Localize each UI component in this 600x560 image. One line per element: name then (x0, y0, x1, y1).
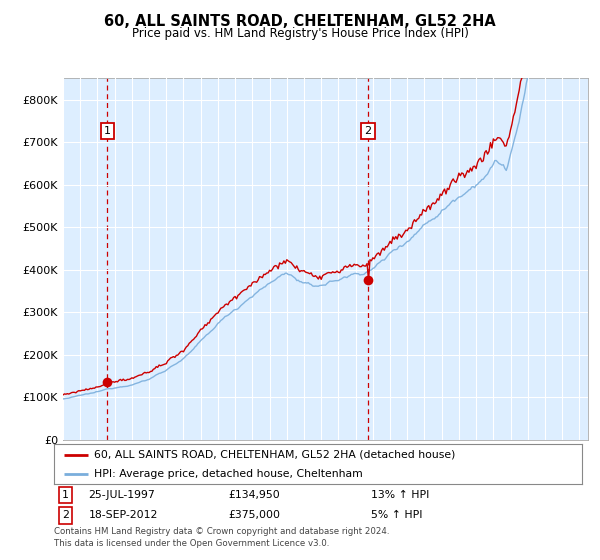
Text: 2: 2 (364, 126, 371, 136)
Text: 1: 1 (104, 126, 111, 136)
Text: £375,000: £375,000 (228, 511, 280, 520)
Text: 1: 1 (62, 491, 69, 500)
Text: 18-SEP-2012: 18-SEP-2012 (88, 511, 158, 520)
Text: £134,950: £134,950 (228, 491, 280, 500)
Text: 60, ALL SAINTS ROAD, CHELTENHAM, GL52 2HA: 60, ALL SAINTS ROAD, CHELTENHAM, GL52 2H… (104, 14, 496, 29)
Text: Contains HM Land Registry data © Crown copyright and database right 2024.
This d: Contains HM Land Registry data © Crown c… (54, 527, 389, 548)
Text: Price paid vs. HM Land Registry's House Price Index (HPI): Price paid vs. HM Land Registry's House … (131, 27, 469, 40)
Text: 13% ↑ HPI: 13% ↑ HPI (371, 491, 429, 500)
Text: 5% ↑ HPI: 5% ↑ HPI (371, 511, 422, 520)
Text: 2: 2 (62, 511, 69, 520)
Text: 25-JUL-1997: 25-JUL-1997 (88, 491, 155, 500)
Text: HPI: Average price, detached house, Cheltenham: HPI: Average price, detached house, Chel… (94, 469, 362, 479)
Text: 60, ALL SAINTS ROAD, CHELTENHAM, GL52 2HA (detached house): 60, ALL SAINTS ROAD, CHELTENHAM, GL52 2H… (94, 450, 455, 460)
